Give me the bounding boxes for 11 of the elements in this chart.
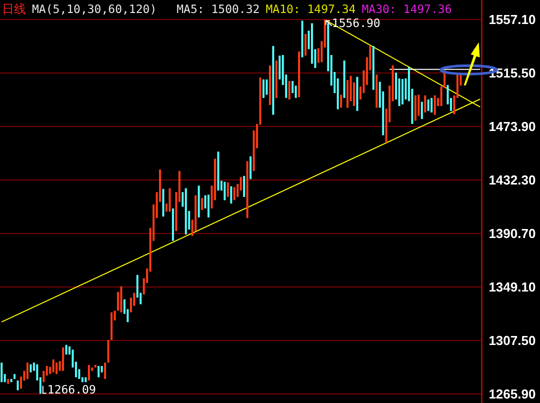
annotation: 1266.09 [42, 382, 96, 396]
y-tick-label: 1515.50 [488, 66, 536, 80]
annotation: 1556.90 [325, 16, 380, 30]
y-tick-label: 1557.10 [488, 12, 536, 27]
y-tick-label: 1390.70 [488, 226, 536, 241]
y-tick-label: 1307.50 [488, 333, 536, 348]
y-tick-label: 1473.90 [488, 119, 536, 134]
y-tick-label: 1349.10 [488, 280, 536, 294]
y-tick-label: 1265.90 [488, 386, 536, 402]
header: 日线 MA(5,10,30,60,120) MA5: 1500.32 MA10: 1497.34 MA30: 1497.36 [2, 2, 452, 16]
y-tick-label: 1432.30 [488, 172, 536, 188]
